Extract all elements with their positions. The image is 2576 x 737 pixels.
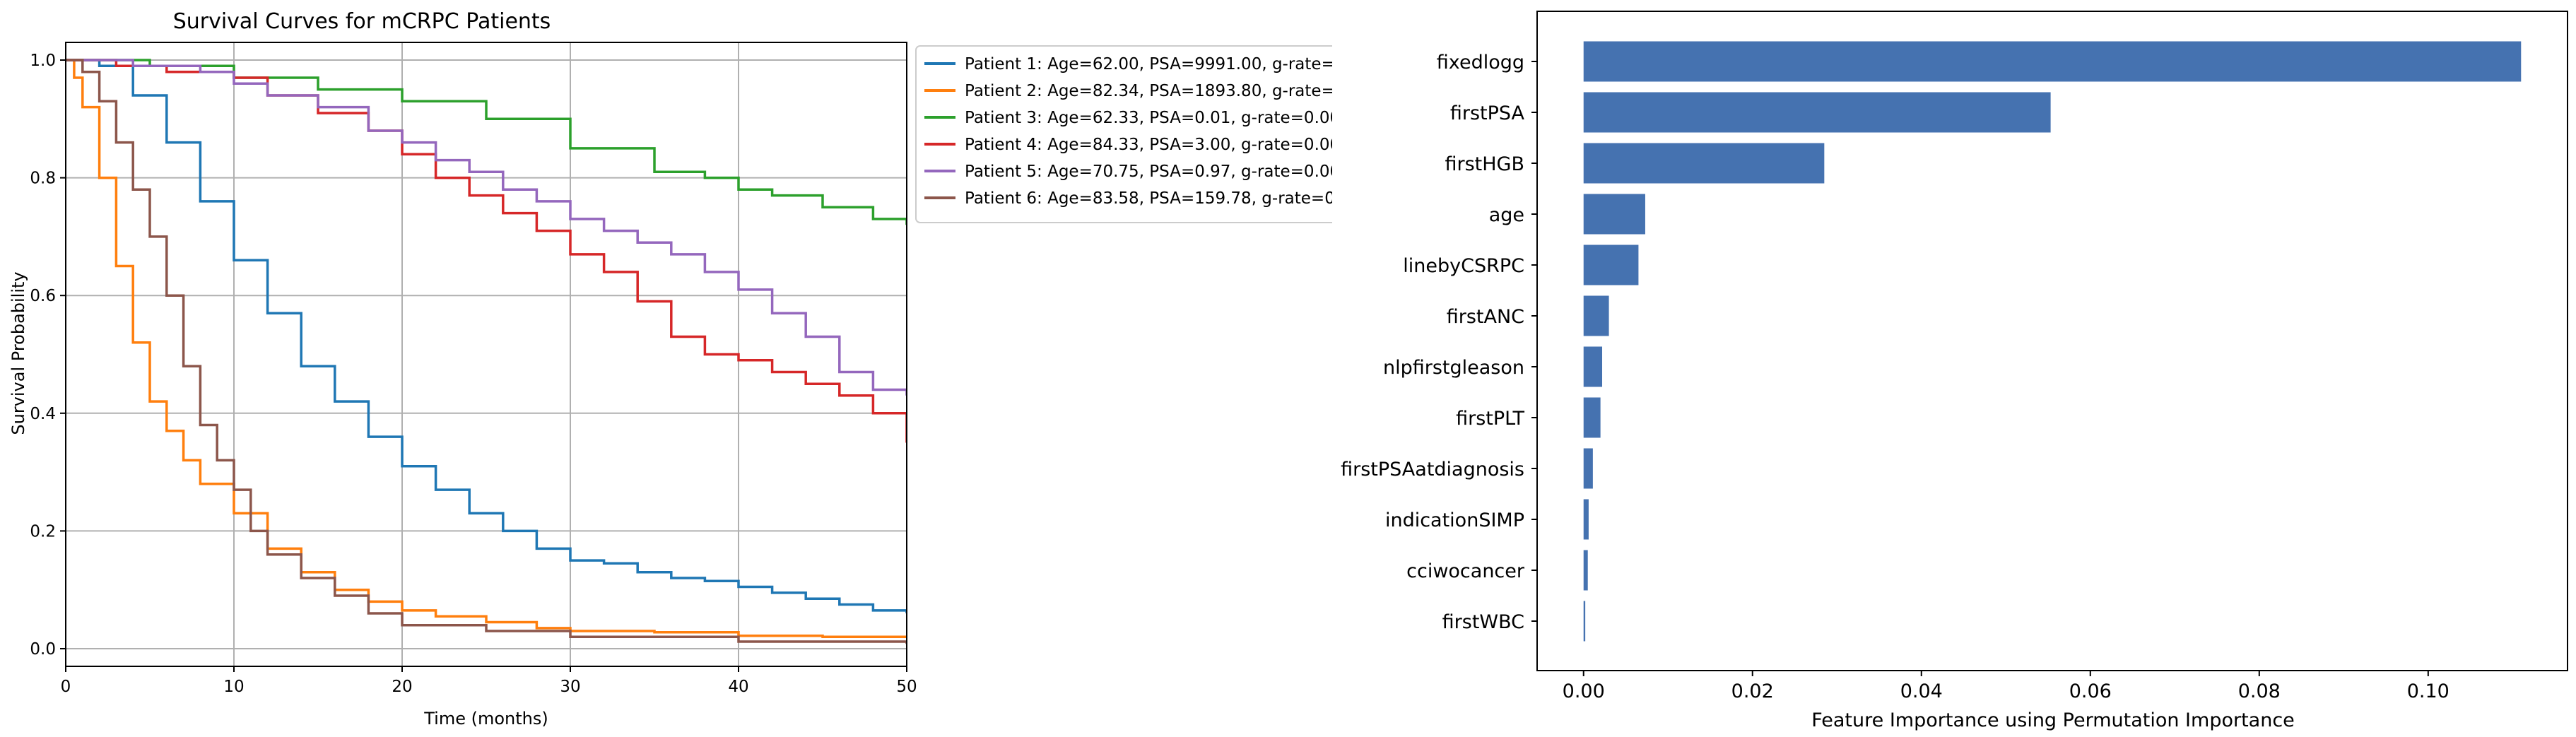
x-tick-label: 10 (223, 678, 244, 696)
importance-chart: 0.00 0.02 0.04 0.06 0.08 0.10 fixedlogg firstP… (1341, 11, 2568, 731)
y-tick-label-2: nlpfirstgleason (1383, 357, 1524, 379)
chart-title: Survival Curves for mCRPC Patients (173, 9, 551, 34)
y-axis-labels-2: fixedlogg firstPSA firstHGB age linebyCSRPC f… (1341, 52, 1537, 633)
y-tick-label-2: firstPLT (1456, 408, 1524, 430)
y-tick-label-2: fixedlogg (1437, 52, 1524, 73)
y-tick-label-2: firstWBC (1442, 611, 1524, 633)
legend-label-4: Patient 4: Age=84.33, PSA=3.00, g-rate=0… (965, 136, 1371, 154)
bar-linebyCSRPC (1583, 244, 1639, 285)
x-tick-label: 0 (61, 678, 71, 696)
y-tick-label: 1.0 (30, 52, 56, 70)
bar-age (1583, 194, 1645, 235)
legend-label-6: Patient 6: Age=83.58, PSA=159.78, g-rate… (965, 189, 1371, 208)
y-tick-label-2: cciwocancer (1406, 560, 1525, 582)
x-axis-label-2: Feature Importance using Permutation Imp… (1811, 709, 2295, 731)
y-tick-label-2: age (1489, 204, 1524, 226)
legend-label-2: Patient 2: Age=82.34, PSA=1893.80, g-rat… (965, 82, 1371, 100)
y-tick-label-2: firstHGB (1445, 153, 1524, 175)
bar-firstPSA (1583, 92, 2051, 133)
bar-nlpfirstgleason (1583, 346, 1603, 387)
legend-label-1: Patient 1: Age=62.00, PSA=9991.00, g-rat… (965, 55, 1371, 73)
x-tick-label: 40 (728, 678, 748, 696)
legend-label-3: Patient 3: Age=62.33, PSA=0.01, g-rate=0… (965, 109, 1371, 127)
x-tick-label-2: 0.10 (2407, 680, 2449, 702)
plot-frame-2 (1536, 11, 2568, 671)
x-axis-ticks-2: 0.00 0.02 0.04 0.06 0.08 0.10 (1563, 671, 2449, 702)
series-line-2 (66, 59, 907, 639)
y-axis-ticks: 0.0 0.2 0.4 0.6 0.8 1.0 (30, 52, 66, 659)
series-line-1 (66, 59, 907, 613)
bar-firstHGB (1583, 143, 1825, 184)
y-tick-label: 0.6 (30, 287, 56, 305)
x-tick-label-2: 0.02 (1731, 680, 1774, 702)
x-axis-ticks: 0 10 20 30 40 50 (61, 666, 917, 696)
x-tick-label-2: 0.00 (1563, 680, 1605, 702)
legend-label-5: Patient 5: Age=70.75, PSA=0.97, g-rate=0… (965, 163, 1371, 181)
y-tick-label-2: linebyCSRPC (1403, 255, 1524, 277)
y-tick-label: 0.4 (30, 405, 56, 423)
series-lines (66, 59, 907, 644)
survival-chart: Survival Curves for mCRPC Patients 0 10 20… (8, 9, 1371, 729)
plot-frame (65, 42, 907, 667)
bars (1583, 41, 2522, 642)
y-tick-label-2: indicationSIMP (1385, 509, 1524, 531)
series-line-5 (66, 59, 907, 396)
y-tick-label: 0.2 (30, 522, 56, 541)
legend-entries: Patient 1: Age=62.00, PSA=9991.00, g-rat… (924, 55, 1371, 208)
x-tick-label-2: 0.06 (2069, 680, 2112, 702)
y-tick-label-2: firstANC (1447, 306, 1524, 328)
bar-firstPSAatdiagnosis (1583, 448, 1593, 489)
y-tick-label: 0.8 (30, 170, 56, 188)
x-axis-label: Time (months) (423, 709, 548, 729)
bar-cciwocancer (1583, 550, 1588, 591)
x-tick-label: 30 (560, 678, 580, 696)
y-tick-label: 0.0 (30, 640, 56, 659)
series-line-6 (66, 59, 907, 644)
y-tick-label-2: firstPSA (1450, 102, 1525, 124)
bar-firstPLT (1583, 397, 1601, 438)
bar-firstWBC (1583, 601, 1586, 642)
legend: Patient 1: Age=62.00, PSA=9991.00, g-rat… (915, 45, 1371, 223)
x-tick-label: 50 (896, 678, 917, 696)
x-tick-label: 20 (392, 678, 412, 696)
bar-fixedlogg (1583, 41, 2522, 82)
bar-firstANC (1583, 295, 1609, 336)
y-axis-label: Survival Probability (8, 271, 28, 435)
bar-indicationSIMP (1583, 499, 1589, 540)
x-tick-label-2: 0.08 (2238, 680, 2281, 702)
y-tick-label-2: firstPSAatdiagnosis (1341, 459, 1524, 480)
x-tick-label-2: 0.04 (1900, 680, 1943, 702)
legend-box (915, 45, 1332, 223)
